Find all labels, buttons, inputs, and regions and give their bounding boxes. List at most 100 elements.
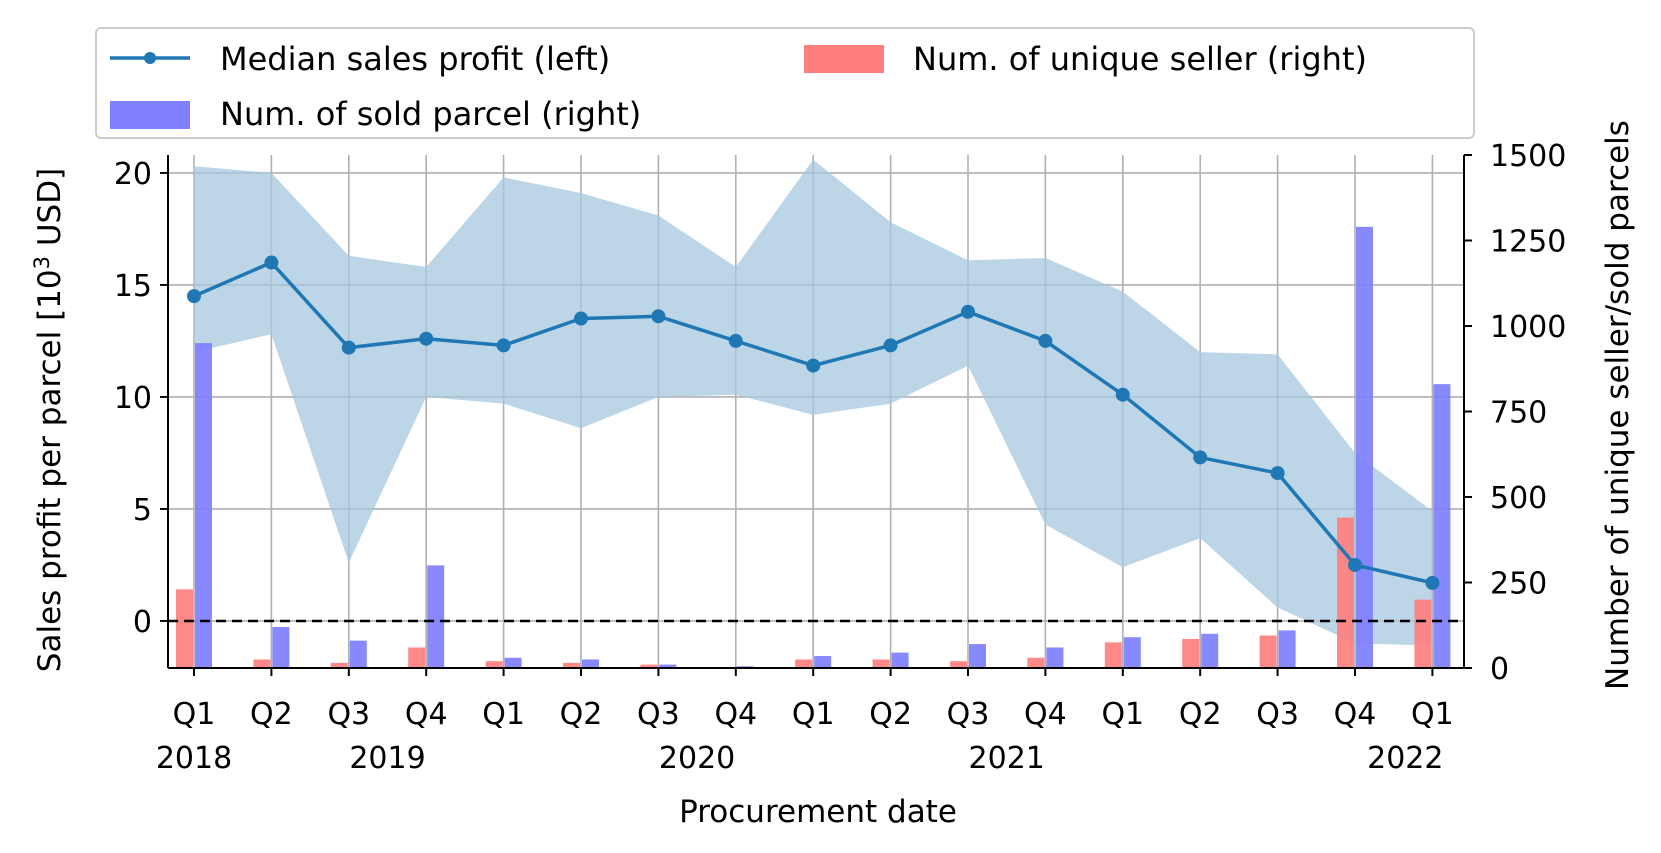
- seller-bar: [640, 664, 658, 668]
- median-point: [883, 338, 898, 353]
- x-tick-label-quarter: Q2: [560, 697, 603, 732]
- y-tick-label-left: 10: [114, 381, 152, 416]
- x-tick-label-quarter: Q3: [637, 697, 680, 732]
- x-tick-label-quarter: Q2: [1179, 697, 1222, 732]
- bar-series-group: [176, 226, 1451, 668]
- seller-bar: [176, 589, 193, 668]
- y-tick-label-right: 250: [1490, 567, 1547, 602]
- x-tick-label-quarter: Q1: [792, 697, 835, 732]
- x-tick-label-year: 2022: [1367, 741, 1443, 776]
- seller-bar: [1337, 517, 1354, 668]
- y-tick-label-right: 1000: [1490, 310, 1566, 345]
- y-tick-label-left: 20: [114, 157, 152, 192]
- parcel-bar: [272, 626, 290, 668]
- y-tick-label-left: 5: [133, 493, 152, 528]
- parcel-bar: [1123, 637, 1141, 668]
- iqr-band-group: [194, 159, 1433, 646]
- median-point: [496, 338, 511, 353]
- y-tick-label-right: 750: [1490, 396, 1547, 431]
- seller-bar: [795, 659, 813, 668]
- median-point: [1425, 575, 1440, 590]
- legend-median-label: Median sales profit (left): [220, 40, 610, 78]
- x-tick-label-quarter: Q4: [714, 697, 757, 732]
- median-point: [341, 340, 356, 355]
- axes-group: 0 5 10 15 20 0 250 500 750 1000 1250 1500 Q1 Q2 Q3 Q4 Q1…: [114, 139, 1567, 776]
- seller-bar: [1027, 657, 1045, 668]
- median-point: [187, 289, 201, 304]
- legend-frame: [95, 27, 1475, 139]
- x-tick-label-year: 2019: [349, 741, 425, 776]
- x-tick-label-quarter: Q4: [1024, 697, 1067, 732]
- y-tick-label-right: 1500: [1490, 139, 1566, 174]
- median-point: [1348, 557, 1362, 572]
- x-tick-label-year: 2020: [659, 741, 735, 776]
- parcel-bar: [1278, 630, 1296, 668]
- y-tick-label-right: 500: [1490, 481, 1547, 516]
- median-point: [1038, 333, 1053, 348]
- parcel-bar: [195, 343, 212, 668]
- median-point: [1270, 466, 1285, 481]
- median-point: [806, 358, 821, 373]
- legend: Median sales profit (left) Num. of sold …: [95, 27, 1475, 139]
- median-point: [264, 255, 279, 270]
- x-tick-label-year: 2021: [969, 741, 1045, 776]
- parcel-bar: [504, 657, 522, 668]
- median-point: [728, 333, 743, 348]
- legend-sellers-label: Num. of unique seller (right): [913, 40, 1367, 78]
- y-axis-label-left: Sales profit per parcel [103 USD]: [30, 168, 68, 672]
- median-point: [574, 311, 588, 326]
- x-tick-label-quarter: Q3: [327, 697, 370, 732]
- parcel-bar: [1356, 226, 1373, 668]
- legend-sellers-swatch: [804, 45, 884, 73]
- x-tick-label-quarter: Q1: [1411, 697, 1454, 732]
- seller-bar: [485, 661, 503, 668]
- x-tick-label-year: 2018: [156, 741, 232, 776]
- parcel-bar: [659, 664, 677, 668]
- x-tick-label-quarter: Q3: [947, 697, 990, 732]
- seller-bar: [950, 661, 967, 668]
- seller-bar: [1182, 638, 1200, 668]
- x-tick-label-quarter: Q3: [1256, 697, 1299, 732]
- seller-bar: [563, 662, 580, 668]
- x-tick-label-quarter: Q2: [250, 697, 293, 732]
- parcel-bar: [1433, 384, 1451, 668]
- parcel-bar: [814, 656, 832, 668]
- y-tick-label-left: 15: [114, 269, 152, 304]
- y-axis-label-left-prefix: Sales profit per parcel [10: [32, 269, 68, 672]
- median-point: [651, 309, 666, 324]
- y-tick-label-right: 1250: [1490, 225, 1566, 260]
- parcel-bar: [891, 652, 909, 668]
- seller-bar: [872, 659, 890, 668]
- y-axis-label-left-superscript: 3: [30, 256, 54, 269]
- parcel-bar: [969, 644, 986, 668]
- median-line-group: [187, 255, 1440, 590]
- median-point: [419, 331, 434, 346]
- seller-bar: [1104, 642, 1122, 668]
- median-point: [961, 304, 975, 319]
- x-tick-label-quarter: Q4: [405, 697, 448, 732]
- median-point: [1193, 450, 1208, 465]
- seller-bar: [330, 662, 348, 668]
- x-tick-label-quarter: Q2: [869, 697, 912, 732]
- seller-bar: [408, 647, 426, 668]
- parcel-bar: [427, 565, 445, 668]
- parcel-bar: [1046, 647, 1064, 668]
- y-axis-label-left-suffix: USD]: [32, 168, 68, 256]
- seller-bar: [1414, 599, 1432, 668]
- parcel-bar: [1201, 633, 1219, 668]
- parcel-bar: [582, 659, 599, 668]
- x-axis-label: Procurement date: [679, 794, 957, 830]
- parcel-bar: [349, 640, 367, 668]
- y-tick-label-right: 0: [1490, 652, 1509, 687]
- y-tick-label-left: 0: [133, 605, 152, 640]
- x-tick-label-quarter: Q1: [482, 697, 525, 732]
- seller-bar: [1259, 635, 1277, 668]
- y-axis-label-right: Number of unique seller/sold parcels: [1600, 120, 1636, 690]
- median-point: [1115, 387, 1130, 402]
- legend-median-marker-swatch: [144, 52, 156, 64]
- legend-parcels-swatch: [110, 101, 190, 129]
- x-tick-label-quarter: Q4: [1334, 697, 1377, 732]
- x-tick-label-quarter: Q1: [173, 697, 216, 732]
- iqr-band: [194, 159, 1433, 646]
